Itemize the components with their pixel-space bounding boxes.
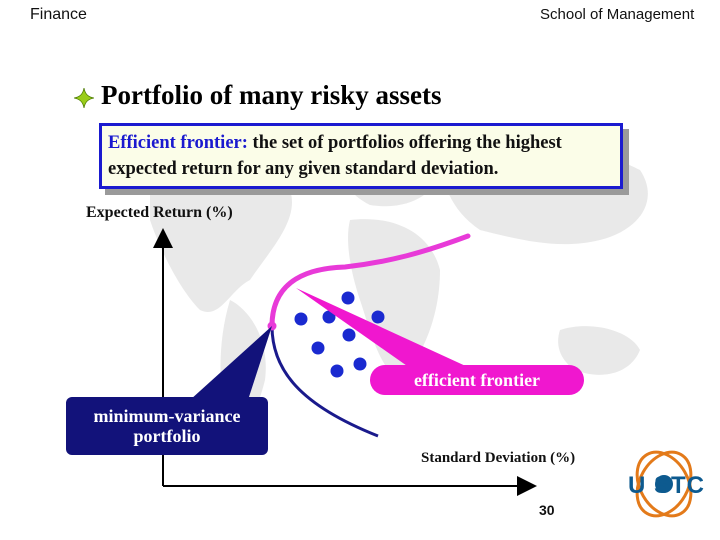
- inefficient-branch-curve: [270, 325, 379, 438]
- y-axis-label: Expected Return (%): [86, 204, 233, 221]
- min-variance-callout: minimum-variance portfolio: [66, 397, 268, 455]
- diamond-bullet-icon: [74, 88, 94, 108]
- min-variance-callout-pointer: [190, 326, 272, 400]
- efficient-frontier-curve: [269, 233, 471, 329]
- asset-dot: [311, 341, 325, 355]
- efficient-frontier-callout-pointer: [296, 288, 470, 368]
- uestc-logo-icon: [635, 450, 693, 518]
- slide-heading: Portfolio of many risky assets: [101, 80, 442, 110]
- asset-dot: [342, 328, 356, 342]
- asset-dot: [341, 291, 355, 305]
- definition-box: Efficient frontier: the set of portfolio…: [99, 123, 623, 189]
- asset-dot: [330, 364, 344, 378]
- asset-dot: [294, 312, 308, 326]
- logo-text: U STC: [628, 472, 705, 499]
- page-number: 30: [539, 502, 555, 518]
- x-axis-label: Standard Deviation (%): [421, 450, 576, 466]
- asset-dot: [322, 310, 336, 324]
- efficient-frontier-callout: efficient frontier: [370, 365, 584, 395]
- definition-term: Efficient frontier:: [108, 133, 248, 153]
- definition-text: the set of portfolios offering the highe…: [108, 133, 562, 179]
- school-title: School of Management: [540, 6, 695, 23]
- asset-dot: [353, 357, 367, 371]
- asset-dot: [371, 310, 385, 324]
- course-title: Finance: [30, 6, 87, 23]
- definition-paragraph: Efficient frontier: the set of portfolio…: [108, 130, 614, 182]
